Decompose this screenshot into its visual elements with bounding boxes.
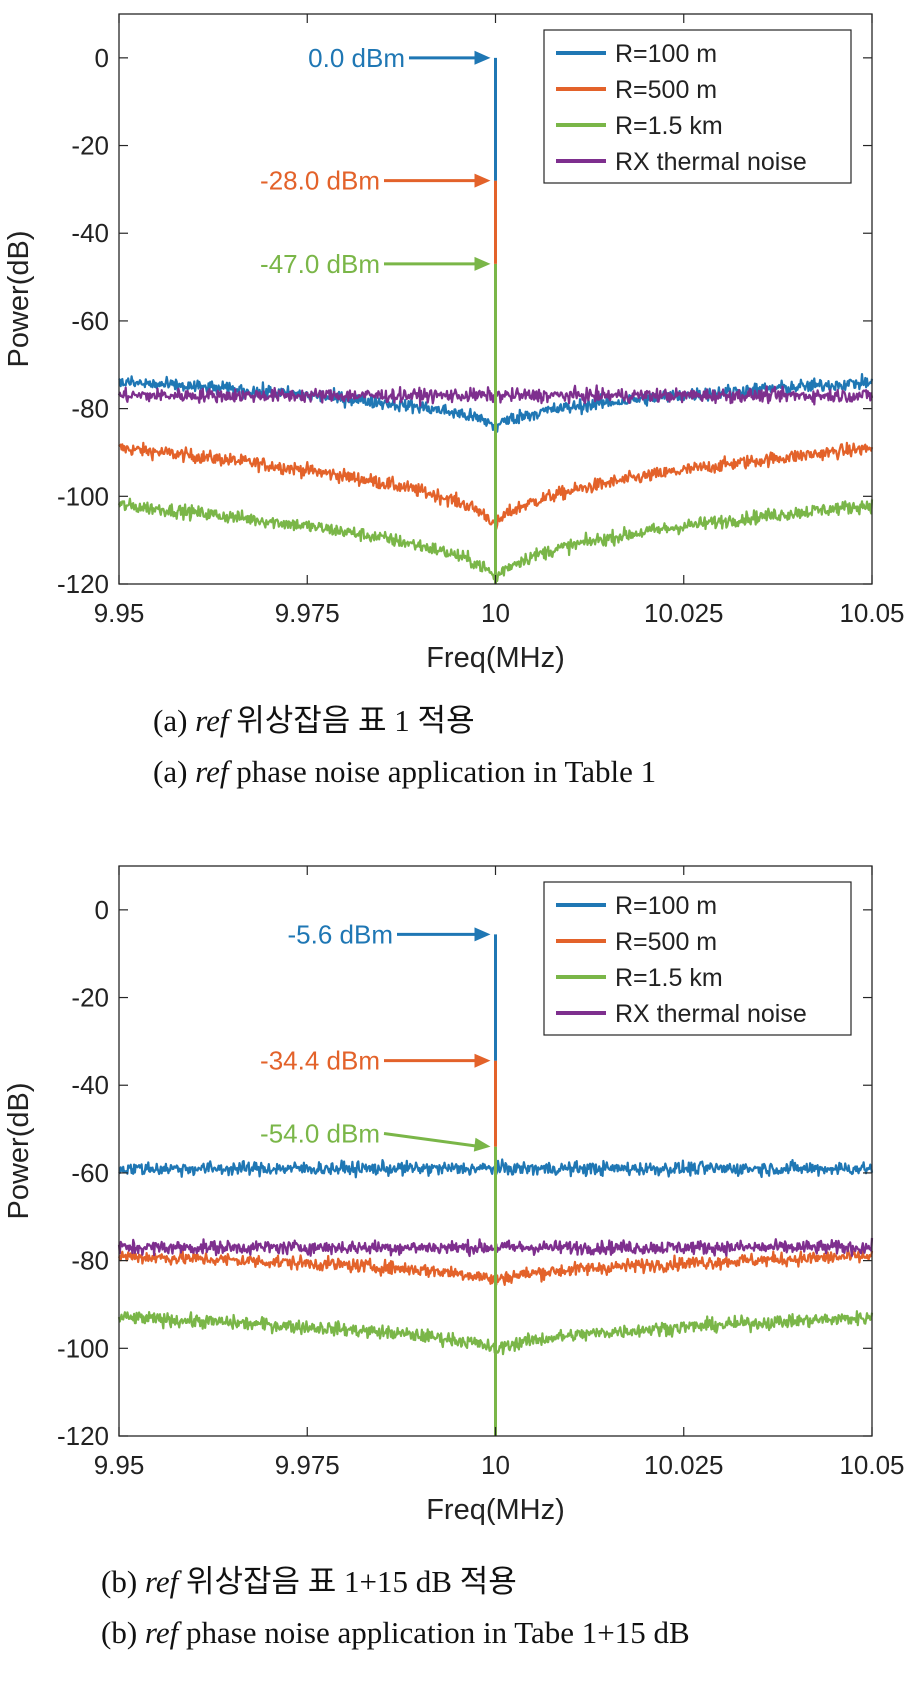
peak-annotation: -54.0 dBm xyxy=(260,1118,380,1148)
caption-prefix: (a) xyxy=(153,703,195,738)
figure-caption-ko: (b) ref 위상잡음 표 1+15 dB 적용 xyxy=(101,1564,517,1599)
caption-ref: ref xyxy=(195,703,233,738)
annotation-arrow-head xyxy=(474,927,491,942)
annotation-arrow-head xyxy=(474,256,491,271)
peak-annotation: -28.0 dBm xyxy=(260,166,380,196)
legend-label: R=1.5 km xyxy=(615,964,723,992)
y-axis-label: Power(dB) xyxy=(3,1083,35,1220)
y-tick-label: -100 xyxy=(57,481,109,511)
y-tick-label: -120 xyxy=(57,569,109,599)
annotation-arrow-head xyxy=(474,173,491,188)
legend-label: R=1.5 km xyxy=(615,112,723,140)
legend-label: R=100 m xyxy=(615,892,717,920)
y-tick-label: -100 xyxy=(57,1333,109,1363)
caption-rest: phase noise application in Tabe 1+15 dB xyxy=(178,1615,690,1650)
y-tick-label: -80 xyxy=(71,394,109,424)
y-tick-label: -20 xyxy=(71,983,109,1013)
x-tick-label: 10.025 xyxy=(644,1450,724,1480)
legend-label: R=100 m xyxy=(615,40,717,68)
caption-prefix: (b) xyxy=(101,1615,145,1650)
y-tick-label: -60 xyxy=(71,1158,109,1188)
x-axis-label: Freq(MHz) xyxy=(426,1494,565,1526)
peak-annotation: 0.0 dBm xyxy=(308,43,405,73)
annotation-arrow-shaft xyxy=(383,1131,481,1149)
caption-rest: phase noise application in Table 1 xyxy=(228,754,656,789)
legend-label: R=500 m xyxy=(615,928,717,956)
peak-annotation: -5.6 dBm xyxy=(288,919,394,949)
y-tick-label: -120 xyxy=(57,1421,109,1451)
caption-prefix: (b) xyxy=(101,1564,145,1599)
x-tick-label: 10 xyxy=(481,598,510,628)
y-tick-label: -40 xyxy=(71,1070,109,1100)
x-tick-label: 10.05 xyxy=(839,598,904,628)
legend-label: RX thermal noise xyxy=(615,148,807,176)
x-tick-label: 9.95 xyxy=(94,1450,145,1480)
x-tick-label: 9.975 xyxy=(275,598,340,628)
y-tick-label: 0 xyxy=(95,43,109,73)
figure-caption-en: (b) ref phase noise application in Tabe … xyxy=(101,1615,690,1650)
annotation-arrow-head xyxy=(474,1053,491,1068)
y-tick-label: -40 xyxy=(71,218,109,248)
x-axis-label: Freq(MHz) xyxy=(426,642,565,674)
peak-annotation: -47.0 dBm xyxy=(260,249,380,279)
y-axis-label: Power(dB) xyxy=(3,231,35,368)
figure-caption-en: (a) ref phase noise application in Table… xyxy=(153,754,656,789)
legend-box xyxy=(543,881,852,1036)
legend-label: RX thermal noise xyxy=(615,1000,807,1028)
caption-prefix: (a) xyxy=(153,754,195,789)
x-tick-label: 9.975 xyxy=(275,1450,340,1480)
x-tick-label: 9.95 xyxy=(94,598,145,628)
x-tick-label: 10.05 xyxy=(839,1450,904,1480)
y-tick-label: -60 xyxy=(71,306,109,336)
y-tick-label: 0 xyxy=(95,895,109,925)
annotation-arrow-head xyxy=(474,50,491,65)
annotation-arrow-head xyxy=(473,1137,491,1152)
figure-caption-ko: (a) ref 위상잡음 표 1 적용 xyxy=(153,703,475,738)
y-tick-label: -20 xyxy=(71,131,109,161)
legend-box xyxy=(543,29,852,184)
caption-ref: ref xyxy=(145,1615,183,1650)
caption-ref: ref xyxy=(145,1564,183,1599)
caption-rest: 위상잡음 표 1+15 dB 적용 xyxy=(178,1564,517,1599)
x-tick-label: 10.025 xyxy=(644,598,724,628)
legend-label: R=500 m xyxy=(615,76,717,104)
y-tick-label: -80 xyxy=(71,1246,109,1276)
caption-rest: 위상잡음 표 1 적용 xyxy=(228,703,474,738)
peak-annotation: -34.4 dBm xyxy=(260,1046,380,1076)
caption-ref: ref xyxy=(195,754,233,789)
x-tick-label: 10 xyxy=(481,1450,510,1480)
